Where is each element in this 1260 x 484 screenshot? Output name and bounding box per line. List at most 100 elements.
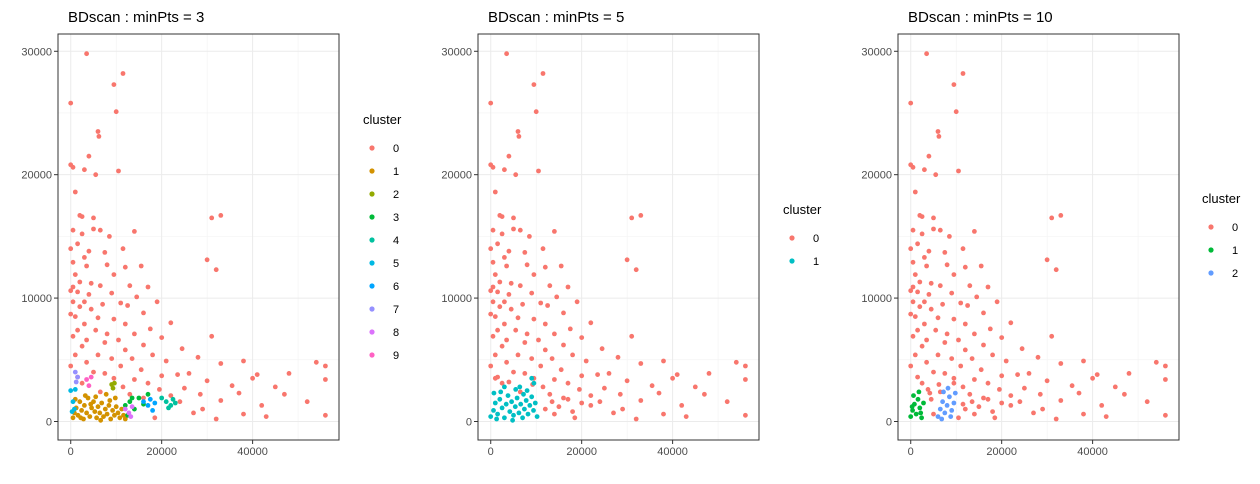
- data-point: [82, 403, 87, 408]
- legend-label: 6: [393, 281, 399, 293]
- data-point: [949, 356, 955, 361]
- x-tick-label: 40000: [657, 446, 688, 458]
- data-point: [163, 358, 169, 364]
- data-point: [936, 382, 942, 387]
- data-point: [218, 398, 224, 403]
- data-point: [166, 405, 171, 411]
- data-point: [520, 301, 525, 307]
- data-point: [1103, 414, 1109, 419]
- data-point: [492, 272, 498, 277]
- data-point: [502, 167, 507, 173]
- data-point: [77, 304, 83, 310]
- plot-area: 0 20000 40000 0 10000 20000 30000: [861, 33, 1180, 458]
- data-point: [935, 129, 941, 134]
- data-point: [638, 361, 644, 366]
- data-point: [521, 391, 526, 397]
- data-point: [915, 396, 921, 402]
- data-point: [985, 380, 991, 386]
- data-point: [175, 372, 180, 377]
- data-point: [928, 396, 934, 402]
- data-point: [147, 396, 153, 402]
- legend-key: [369, 283, 375, 289]
- data-point: [529, 356, 535, 361]
- x-tick-label: 0: [68, 446, 74, 458]
- legend-key: [1208, 224, 1214, 230]
- data-point: [82, 299, 87, 305]
- data-point: [919, 415, 924, 421]
- data-point: [511, 226, 516, 232]
- data-point: [1163, 377, 1168, 382]
- data-point: [84, 359, 89, 365]
- data-point: [511, 412, 516, 418]
- legend-key: [369, 352, 375, 358]
- legend-key: [789, 235, 795, 241]
- data-point: [661, 411, 666, 417]
- data-point: [958, 363, 964, 369]
- data-point: [492, 352, 498, 358]
- data-point: [84, 51, 89, 57]
- data-point: [272, 384, 278, 390]
- data-point: [68, 388, 74, 393]
- data-point: [88, 374, 94, 380]
- legend-label: 0: [1232, 222, 1238, 234]
- data-point: [488, 363, 494, 369]
- data-point: [197, 391, 203, 397]
- data-point: [552, 411, 557, 417]
- data-point: [490, 164, 496, 170]
- data-point: [102, 371, 108, 376]
- data-point: [515, 315, 521, 321]
- data-point: [109, 356, 115, 361]
- data-point: [106, 403, 112, 408]
- legend-label: 2: [393, 189, 399, 201]
- data-point: [915, 374, 920, 380]
- y-tick-label: 10000: [441, 293, 472, 305]
- data-point: [912, 314, 918, 319]
- data-point: [531, 316, 537, 322]
- data-point: [323, 363, 328, 369]
- data-point: [100, 301, 105, 307]
- data-point: [567, 326, 573, 332]
- legend-key: [1208, 270, 1214, 276]
- data-point: [127, 399, 133, 405]
- data-point: [999, 373, 1005, 379]
- data-point: [908, 288, 914, 294]
- data-point: [960, 71, 966, 76]
- data-point: [927, 390, 933, 396]
- data-point: [924, 359, 929, 365]
- y-tick-label: 20000: [441, 170, 472, 182]
- data-point: [540, 384, 546, 390]
- data-point: [935, 315, 941, 321]
- data-point: [129, 404, 135, 410]
- data-point: [531, 380, 537, 386]
- data-point: [572, 415, 578, 421]
- data-point: [502, 384, 507, 390]
- data-point: [1003, 358, 1009, 364]
- data-point: [134, 294, 140, 300]
- data-point: [924, 51, 929, 57]
- x-tick-label: 40000: [1077, 446, 1108, 458]
- y-tick-label: 30000: [441, 46, 472, 58]
- data-point: [96, 134, 102, 139]
- data-point: [182, 385, 187, 391]
- data-point: [965, 303, 970, 308]
- data-point: [928, 280, 934, 286]
- data-point: [186, 371, 192, 376]
- data-point: [91, 215, 96, 221]
- data-point: [606, 371, 612, 376]
- y-tick-label: 10000: [21, 293, 52, 305]
- data-point: [497, 304, 503, 310]
- data-point: [542, 264, 548, 270]
- legend: cluster 0 1 2 3 4 5 6 7 8 9: [363, 112, 402, 362]
- data-point: [132, 331, 137, 337]
- data-point: [113, 404, 119, 410]
- data-point: [107, 398, 113, 403]
- data-point: [145, 403, 151, 408]
- data-point: [84, 263, 89, 269]
- data-point: [154, 299, 160, 305]
- data-point: [97, 410, 103, 416]
- data-point: [552, 331, 557, 337]
- data-point: [913, 411, 919, 417]
- data-point: [1081, 358, 1086, 364]
- data-point: [522, 250, 528, 255]
- data-point: [504, 337, 509, 343]
